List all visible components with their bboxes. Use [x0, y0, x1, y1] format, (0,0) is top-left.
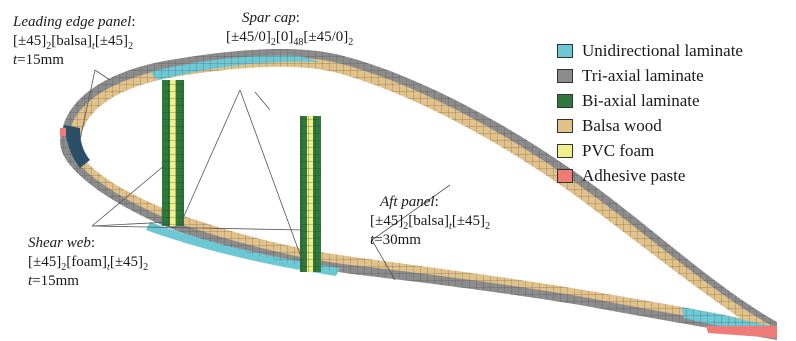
legend-item: Tri-axial laminate	[557, 63, 743, 88]
aft-panel-layup: [±45]2[balsa]t[±45]2	[370, 213, 491, 232]
adhesive-trailing-edge	[706, 326, 777, 338]
leader-lines	[79, 69, 451, 281]
material-legend: Unidirectional laminate Tri-axial laminat…	[557, 38, 743, 188]
legend-label: Balsa wood	[582, 115, 662, 135]
leading-edge-thickness: t=15mm	[13, 52, 64, 68]
legend-item: Bi-axial laminate	[557, 88, 743, 113]
legend-item: PVC foam	[557, 138, 743, 163]
leading-edge-layup: [±45]2[balsa]t[±45]2	[13, 33, 134, 52]
legend-label: PVC foam	[582, 140, 655, 160]
shear-web-layup: [±45]2[foam]t[±45]2	[28, 254, 149, 273]
legend-swatch	[557, 118, 573, 133]
leading-edge-triax	[64, 125, 90, 168]
spar-cap-layup: [±45/0]2[0]48[±45/0]2	[226, 29, 354, 48]
spar-cap-annotation: Spar cap: [±45/0]2[0]48[±45/0]2	[226, 10, 354, 48]
legend-label: Unidirectional laminate	[582, 40, 743, 60]
shear-web-thickness: t=15mm	[28, 273, 79, 289]
aft-panel-title: Aft panel	[380, 194, 435, 210]
legend-label: Bi-axial laminate	[582, 90, 700, 110]
legend-label: Adhesive paste	[582, 165, 686, 185]
legend-swatch	[557, 93, 573, 108]
legend-item: Adhesive paste	[557, 163, 743, 188]
shear-web-rear	[300, 116, 321, 272]
adhesive-leading-edge	[60, 128, 66, 136]
legend-swatch	[557, 143, 573, 158]
leading-edge-title: Leading edge panel	[13, 14, 132, 30]
shear-web-title: Shear web	[28, 235, 91, 251]
spar-cap-title: Spar cap	[242, 10, 296, 26]
legend-label: Tri-axial laminate	[582, 65, 704, 85]
legend-swatch	[557, 68, 573, 83]
shear-web-front	[162, 80, 184, 226]
legend-swatch	[557, 168, 573, 183]
legend-item: Unidirectional laminate	[557, 38, 743, 63]
legend-swatch	[557, 43, 573, 58]
aft-panel-thickness: t=30mm	[370, 232, 421, 248]
inner-cavity	[79, 66, 741, 318]
leading-edge-annotation: Leading edge panel: [±45]2[balsa]t[±45]2…	[13, 14, 136, 68]
legend-item: Balsa wood	[557, 113, 743, 138]
aft-panel-annotation: Aft panel: [±45]2[balsa]t[±45]2 t=30mm	[370, 194, 491, 248]
shear-web-annotation: Shear web: [±45]2[foam]t[±45]2 t=15mm	[28, 235, 149, 289]
